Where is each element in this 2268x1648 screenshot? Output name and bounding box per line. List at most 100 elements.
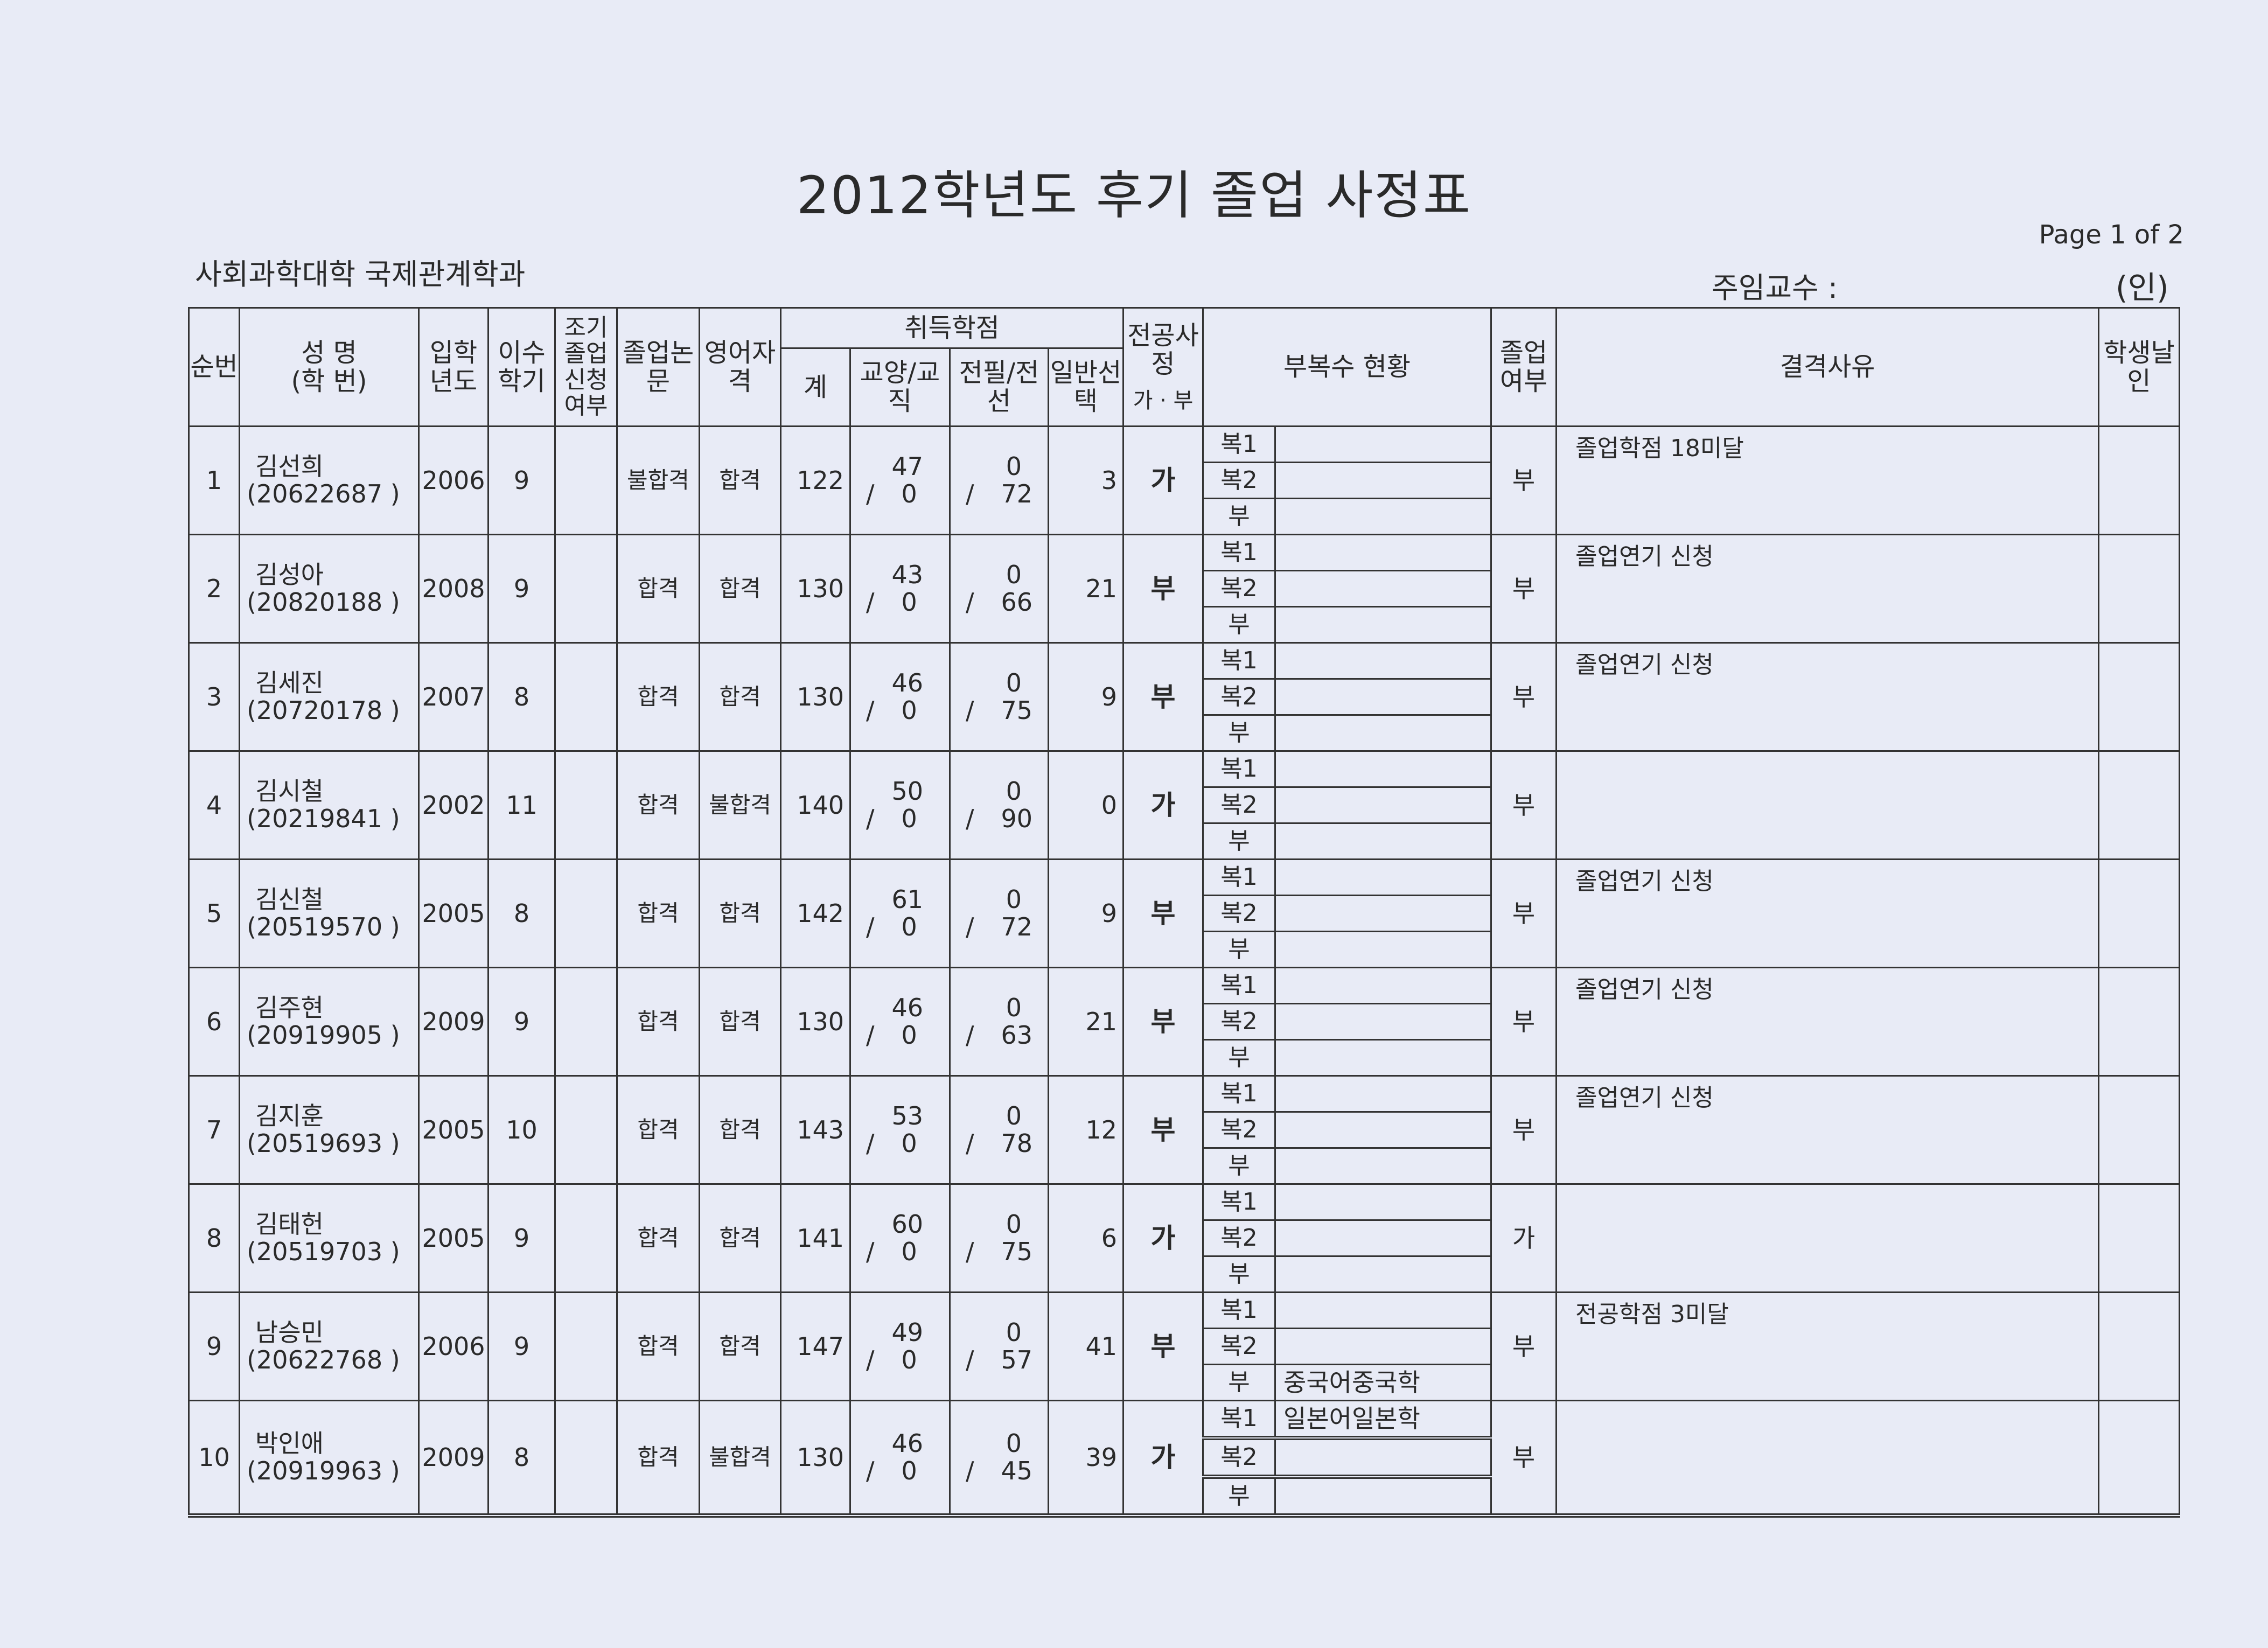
liberal-credits: 46 — [891, 1429, 923, 1458]
entry-year: 2002 — [418, 750, 489, 860]
disqualification-reason: 졸업연기 신청 — [1555, 534, 2100, 644]
major-required-credits: 0 — [1006, 777, 1022, 806]
teaching-credits: 0 — [901, 912, 917, 941]
student-id: (20919963 ) — [247, 1456, 400, 1485]
thesis-result: 합격 — [616, 967, 700, 1077]
row-number: 1 — [188, 425, 240, 535]
table-row: 2 김성아 (20820188 ) 2008 9 합격 합격 130 43/0 0/66 21 부 복1… — [188, 534, 2181, 644]
disqualification-reason: 졸업연기 신청 — [1555, 642, 2100, 752]
major-elective-credits: 57 — [1001, 1345, 1033, 1374]
student-seal — [2098, 642, 2181, 752]
minor-sub-row: 부 — [189, 714, 2180, 752]
student-name: 김세진 — [255, 668, 324, 698]
page-indicator: Page 1 of 2 — [2039, 220, 2184, 250]
minor-value — [1274, 858, 1492, 896]
major-required-credits: 0 — [1006, 668, 1022, 698]
student-id: (20519703 ) — [247, 1237, 400, 1266]
disqualification-reason — [1555, 1183, 2100, 1293]
credits-total: 130 — [780, 534, 851, 644]
credits-major: 0/57 — [949, 1291, 1049, 1401]
major-elective-credits: 72 — [1001, 479, 1033, 508]
minor-value — [1274, 750, 1492, 788]
credits-major: 0/75 — [949, 1183, 1049, 1293]
student-id: (20622687 ) — [247, 479, 400, 508]
minor-value — [1274, 967, 1492, 1004]
major-elective-credits: 66 — [1001, 588, 1033, 617]
credits-total: 142 — [780, 858, 851, 968]
table-row: 1 김선희 (20622687 ) 2006 9 불합격 합격 122 47/0 0/72 3 가 복1… — [188, 425, 2181, 535]
major-evaluation: 부 — [1122, 642, 1204, 752]
major-elective-cell: /75 — [966, 696, 1033, 725]
teaching-credits-cell: /0 — [866, 1021, 917, 1050]
minor-sub-row: 복2 — [189, 786, 2180, 824]
minor-value — [1274, 606, 1492, 644]
teaching-credits: 0 — [901, 479, 917, 508]
graduation-status: 부 — [1490, 1400, 1558, 1518]
credits-liberal: 49/0 — [849, 1291, 951, 1401]
minor-value: 일본어일본학 — [1274, 1400, 1492, 1440]
minor-sub-row: 부 중국어중국학 — [189, 1364, 2180, 1401]
disqualification-reason: 졸업학점 18미달 — [1555, 425, 2100, 535]
semesters: 9 — [487, 967, 556, 1077]
minor-label: 복1 — [1202, 534, 1276, 571]
minor-label: 부 — [1202, 822, 1276, 860]
teaching-credits-cell: /0 — [866, 1129, 917, 1158]
header-entry-year: 입학년도 — [418, 307, 489, 427]
table-row: 7 김지훈 (20519693 ) 2005 10 합격 합격 143 53/0 0/78 12 부 복… — [188, 1075, 2181, 1185]
minor-sub-row: 부 — [189, 1476, 2180, 1518]
graduation-status: 부 — [1490, 534, 1558, 644]
minor-sub-row: 복2 — [189, 895, 2180, 932]
credits-major: 0/66 — [949, 534, 1049, 644]
table-row: 8 김태헌 (20519703 ) 2005 9 합격 합격 141 60/0 0/75 6 가 복1 가 — [188, 1183, 2181, 1293]
minor-label: 부 — [1202, 1476, 1276, 1518]
teaching-credits-cell: /0 — [866, 804, 917, 833]
header-seal: 학생날인 — [2098, 307, 2181, 427]
minor-value — [1274, 1437, 1492, 1479]
minor-label: 복1 — [1202, 1183, 1276, 1221]
minor-value: 중국어중국학 — [1274, 1364, 1492, 1401]
row-number: 5 — [188, 858, 240, 968]
graduation-status: 부 — [1490, 1291, 1558, 1401]
teaching-credits-cell: /0 — [866, 912, 917, 941]
teaching-credits-cell: /0 — [866, 1345, 917, 1374]
credits-total: 122 — [780, 425, 851, 535]
english-result: 합격 — [699, 1291, 781, 1401]
entry-year: 2009 — [418, 1400, 489, 1518]
minor-label: 복2 — [1202, 1003, 1276, 1041]
header-early-grad: 조기졸업신청여부 — [554, 307, 618, 427]
student-cell: 김성아 (20820188 ) — [239, 534, 420, 644]
header-english: 영어자격 — [699, 307, 781, 427]
minor-label: 복1 — [1202, 1400, 1276, 1440]
semesters: 8 — [487, 1400, 556, 1518]
liberal-credits: 50 — [891, 777, 923, 806]
major-required-credits: 0 — [1006, 560, 1022, 590]
student-seal — [2098, 1183, 2181, 1293]
header-major-eval: 전공사정 가 · 부 — [1122, 307, 1204, 427]
student-name: 김성아 — [255, 560, 324, 590]
minor-sub-row: 복2 — [189, 1328, 2180, 1365]
credits-major: 0/78 — [949, 1075, 1049, 1185]
major-required-credits: 0 — [1006, 1101, 1022, 1131]
table-row: 4 김시철 (20219841 ) 2002 11 합격 불합격 140 50/0 0/90 0 가 복… — [188, 750, 2181, 860]
credits-general: 41 — [1047, 1291, 1125, 1401]
credits-liberal: 60/0 — [849, 1183, 951, 1293]
minor-sub-row: 부 — [189, 1147, 2180, 1185]
row-number: 6 — [188, 967, 240, 1077]
major-required-credits: 0 — [1006, 1429, 1022, 1458]
header-reason: 결격사유 — [1555, 307, 2100, 427]
header-grad: 졸업여부 — [1490, 307, 1558, 427]
semesters: 9 — [487, 534, 556, 644]
credits-general: 9 — [1047, 858, 1125, 968]
liberal-credits: 46 — [891, 668, 923, 698]
entry-year: 2006 — [418, 425, 489, 535]
liberal-credits: 61 — [891, 885, 923, 914]
major-elective-cell: /75 — [966, 1237, 1033, 1266]
early-grad — [554, 1400, 618, 1518]
student-seal — [2098, 534, 2181, 644]
credits-total: 147 — [780, 1291, 851, 1401]
student-seal — [2098, 425, 2181, 535]
minor-label: 복2 — [1202, 1328, 1276, 1365]
minor-label: 부 — [1202, 1364, 1276, 1401]
table-body: 1 김선희 (20622687 ) 2006 9 불합격 합격 122 47/0 0/72 3 가 복1… — [188, 425, 2181, 1518]
graduation-status: 부 — [1490, 642, 1558, 752]
